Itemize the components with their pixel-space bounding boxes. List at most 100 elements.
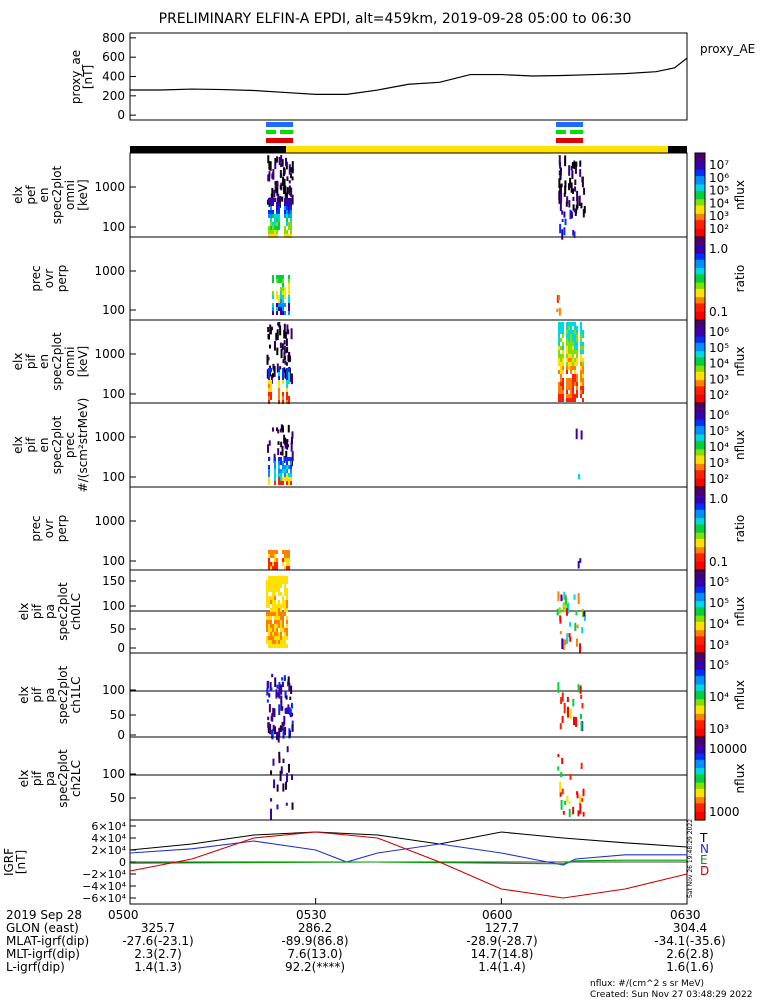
heatmap-cell [274, 624, 276, 628]
heatmap-cell [579, 558, 582, 563]
heatmap-cell [282, 275, 284, 279]
heatmap-cell [572, 204, 575, 211]
heatmap-cell [290, 328, 293, 340]
heatmap-cell [580, 362, 582, 366]
heatmap-cell [278, 576, 280, 580]
heatmap-cell [284, 477, 286, 481]
colorbar-step [695, 303, 705, 307]
colorbar-step [695, 449, 705, 452]
heatmap-cell [288, 682, 291, 692]
heatmap-cell [288, 234, 290, 238]
heatmap-cell [276, 580, 278, 584]
zone-green-marker [280, 130, 293, 134]
heatmap-cell [570, 342, 572, 346]
heatmap-cell [291, 170, 294, 174]
heatmap-cell [559, 619, 562, 624]
igrf-line-T [129, 831, 688, 851]
y-tick-label: 50 [110, 708, 125, 722]
y-axis-label-line: ch0LC [69, 593, 83, 630]
colorbar-step [695, 257, 705, 261]
heatmap-cell [581, 608, 584, 618]
heatmap-cell [268, 465, 270, 469]
heatmap-cell [572, 698, 575, 707]
heatmap-cell [282, 758, 285, 763]
colorbar-step [695, 709, 705, 713]
colorbar-step [695, 276, 705, 280]
side-stamp: Sat Nov 26 19:48:29 2022 [687, 819, 694, 898]
heatmap-cell [268, 477, 270, 481]
heatmap-cell [572, 330, 574, 334]
heatmap-cell [278, 368, 280, 372]
heatmap-cell [274, 600, 276, 604]
colorbar-step [695, 770, 705, 773]
heatmap-cell [278, 616, 280, 620]
heatmap-cell [582, 386, 584, 390]
heatmap-cell [270, 584, 272, 588]
heatmap-cell [270, 392, 272, 396]
colorbar-step [695, 430, 705, 433]
heatmap-cell [580, 762, 583, 770]
y-axis-label-line: en [37, 438, 51, 453]
heatmap-cell [272, 588, 274, 592]
heatmap-cell [574, 362, 576, 366]
colorbar-step [695, 768, 705, 771]
colorbar-tick-label: 10⁵ [709, 424, 729, 438]
heatmap-cell [272, 279, 274, 283]
colorbar-step [695, 476, 705, 480]
heatmap-cell [278, 303, 280, 307]
heatmap-cell [280, 612, 282, 616]
colorbar-step [695, 811, 705, 815]
heatmap-cell [570, 322, 572, 326]
heatmap-cell [569, 622, 572, 627]
colorbar-tick-label: 10⁵ [709, 341, 729, 355]
heatmap-cell [278, 392, 280, 396]
colorbar-step [695, 182, 705, 186]
heatmap-cell [291, 176, 294, 181]
colorbar-step [695, 716, 705, 719]
y-axis-label-line: perp [55, 265, 69, 293]
heatmap-cell [288, 400, 290, 404]
heatmap-cell [282, 176, 285, 187]
heatmap-cell [274, 461, 276, 465]
science-zone-markers [266, 122, 583, 143]
heatmap-cell [272, 311, 274, 315]
heatmap-cell [574, 179, 577, 186]
heatmap-cell [274, 576, 276, 580]
heatmap-cell [562, 354, 564, 358]
heatmap-cell [569, 709, 572, 720]
colorbar-step [695, 499, 705, 503]
heatmap-cell [560, 366, 562, 370]
heatmap-cell [272, 576, 274, 580]
colorbar-step [695, 667, 705, 671]
heatmap-cell [568, 330, 570, 334]
heatmap-cell [570, 378, 572, 382]
heatmap-cell [279, 325, 282, 336]
colorbar-step [695, 487, 705, 490]
heatmap-cell [288, 566, 290, 570]
heatmap-cell [288, 275, 290, 279]
heatmap-cell [567, 706, 570, 718]
heatmap-cell [286, 230, 288, 234]
heatmap-cell [286, 187, 289, 195]
heatmap-cell [273, 708, 276, 717]
y-axis-label-line: prec [63, 432, 77, 458]
heatmap-cell [580, 202, 583, 209]
colorbar-step [695, 445, 705, 448]
heatmap-cell [568, 808, 571, 818]
orbit-info-table: 2019 Sep 28 GLON (east) 325.7 286.2 127.… [6, 908, 726, 974]
heatmap-cell [282, 368, 284, 372]
heatmap-cell [272, 636, 274, 640]
heatmap-cell [570, 338, 572, 342]
heatmap-cell [272, 222, 274, 226]
y-axis-label: proxy_ae[nT] [69, 50, 95, 104]
heatmap-cell [288, 707, 291, 716]
heatmap-cell [274, 632, 276, 636]
colorbar-step [695, 286, 705, 290]
colorbar-step [695, 557, 705, 561]
heatmap-cell [580, 721, 583, 731]
heatmap-cell [560, 771, 563, 778]
colorbar-step [695, 594, 705, 598]
heatmap-cell [280, 461, 282, 465]
heatmap-cell [278, 372, 280, 376]
